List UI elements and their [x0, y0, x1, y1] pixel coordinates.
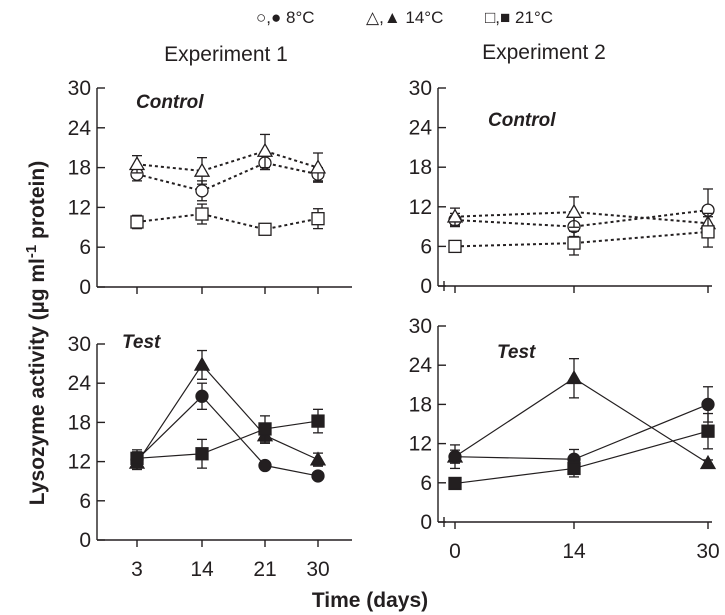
- legend: ○,● 8°C △,▲ 14°C □,■ 21°C: [256, 8, 553, 27]
- data-point: [193, 162, 211, 177]
- data-point: [130, 215, 144, 229]
- y-tick-label: 18: [409, 156, 432, 179]
- x-tick-label: 0: [449, 540, 461, 563]
- y-tick-label: 30: [409, 315, 432, 338]
- y-tick-label: 18: [68, 157, 91, 180]
- panel-label-exp2-control: Control: [488, 110, 556, 131]
- data-point: [699, 454, 717, 470]
- data-point: [193, 356, 211, 371]
- data-point: [701, 397, 715, 412]
- legend-item-14c: △,▲ 14°C: [366, 8, 443, 27]
- panels: 0 6 12 18 24 30 0 6 12 18 24 30 0 6 12 18 24 30 3 14 21 30 0 6 1…: [68, 77, 720, 581]
- data-point: [567, 236, 581, 250]
- data-point: [309, 451, 327, 466]
- series-line: [136, 420, 319, 459]
- data-point: [130, 451, 144, 465]
- y-axis-title: Lysozyme activity (µg ml-1 protein): [23, 161, 49, 505]
- data-point: [311, 469, 325, 483]
- data-point: [701, 225, 715, 239]
- data-point: [258, 458, 272, 473]
- y-tick-label: 24: [68, 372, 92, 395]
- data-point: [565, 203, 583, 218]
- series-line: [454, 377, 709, 464]
- series-circle: [130, 382, 325, 483]
- series-line: [136, 161, 319, 192]
- panel-label-exp1-control: Control: [136, 92, 204, 113]
- data-point: [258, 222, 272, 236]
- data-point: [448, 239, 462, 254]
- data-point: [195, 207, 209, 221]
- series-line: [136, 395, 319, 477]
- panel-3: 0 6 12 18 24 30 3 14 21 30: [68, 333, 352, 581]
- x-tick-label: 21: [253, 558, 276, 581]
- y-tick-label: 12: [409, 196, 432, 219]
- y-tick-label: 30: [68, 333, 91, 356]
- y-tick-label: 12: [68, 196, 91, 219]
- data-point: [567, 461, 581, 476]
- panel-1: 0 6 12 18 24 30: [68, 77, 352, 299]
- experiment-2-title: Experiment 2: [482, 41, 606, 64]
- series-square: [448, 412, 715, 491]
- data-point: [128, 155, 146, 171]
- x-tick-label: 14: [190, 558, 214, 581]
- y-tick-label: 24: [68, 117, 92, 140]
- data-point: [195, 184, 209, 198]
- series-line: [136, 149, 319, 172]
- series-line: [136, 213, 319, 231]
- data-point: [446, 208, 464, 223]
- y-tick-label: 12: [68, 451, 91, 474]
- legend-item-8c: ○,● 8°C: [256, 8, 315, 27]
- series-triangle: [446, 196, 717, 234]
- data-point: [195, 447, 209, 461]
- x-tick-label: 30: [306, 558, 329, 581]
- y-tick-label: 0: [79, 276, 91, 299]
- y-tick-label: 0: [79, 529, 91, 552]
- y-tick-label: 6: [79, 490, 91, 513]
- y-tick-label: 0: [420, 511, 432, 534]
- y-tick-label: 6: [420, 235, 432, 258]
- data-point: [309, 159, 327, 174]
- series-square: [448, 216, 715, 256]
- x-tick-label: 3: [131, 558, 143, 581]
- series-line: [454, 230, 709, 248]
- data-point: [448, 476, 462, 491]
- panel-4: 0 6 12 18 24 30 0 14 30: [409, 315, 720, 563]
- y-tick-label: 30: [68, 77, 91, 100]
- series-line: [136, 363, 319, 464]
- panel-label-exp1-test: Test: [122, 332, 161, 353]
- y-tick-label: 24: [409, 354, 433, 377]
- series-triangle: [446, 358, 717, 470]
- data-point: [311, 212, 325, 226]
- x-tick-label: 14: [562, 540, 586, 563]
- series-square: [130, 408, 325, 469]
- series-triangle: [128, 133, 327, 185]
- y-tick-label: 18: [68, 411, 91, 434]
- y-tick-label: 0: [420, 275, 432, 298]
- series-triangle: [128, 349, 327, 471]
- series-square: [130, 203, 325, 236]
- x-tick-label: 30: [696, 540, 719, 563]
- experiment-1-title: Experiment 1: [164, 43, 288, 66]
- data-point: [195, 389, 209, 403]
- data-point: [311, 414, 325, 428]
- series-circle: [448, 386, 715, 470]
- data-point: [258, 422, 272, 436]
- data-point: [256, 142, 274, 157]
- legend-item-21c: □,■ 21°C: [485, 8, 553, 27]
- x-axis-title: Time (days): [312, 589, 428, 612]
- panel-2: 0 6 12 18 24 30: [409, 77, 717, 298]
- y-tick-label: 30: [409, 77, 432, 100]
- y-tick-label: 6: [420, 472, 432, 495]
- y-tick-label: 6: [79, 236, 91, 259]
- data-point: [565, 369, 583, 385]
- data-point: [701, 424, 715, 438]
- data-point: [446, 448, 464, 463]
- y-tick-label: 18: [409, 393, 432, 416]
- panel-label-exp2-test: Test: [497, 342, 536, 363]
- y-tick-label: 12: [409, 433, 432, 456]
- y-tick-label: 24: [409, 117, 433, 140]
